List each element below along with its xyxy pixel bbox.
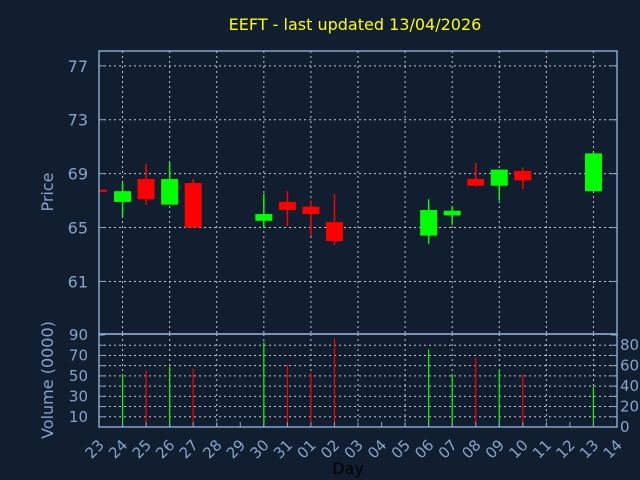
candle-body bbox=[443, 210, 461, 216]
volume-tick-label: 30 bbox=[69, 387, 88, 405]
x-axis-label: Day bbox=[332, 459, 364, 478]
volume-tick-label: 10 bbox=[69, 408, 88, 426]
x-tick-label: 31 bbox=[270, 436, 296, 462]
chart-title: EEFT - last updated 13/04/2026 bbox=[229, 15, 482, 34]
y-tick-label: 73 bbox=[68, 111, 88, 130]
candle-body bbox=[137, 179, 155, 200]
x-tick-label: 29 bbox=[223, 436, 249, 462]
volume-tick-label: 50 bbox=[69, 367, 88, 385]
volume-tick-label: 40 bbox=[620, 377, 639, 395]
candle-body bbox=[184, 183, 202, 228]
candle-body bbox=[255, 214, 273, 221]
x-tick-label: 11 bbox=[529, 436, 555, 462]
candle-body bbox=[514, 170, 532, 181]
candle-body bbox=[302, 206, 320, 215]
x-tick-label: 24 bbox=[105, 436, 131, 462]
volume-tick-label: 20 bbox=[620, 398, 639, 416]
candle-body bbox=[325, 222, 343, 242]
x-tick-label: 05 bbox=[388, 436, 414, 462]
x-tick-label: 25 bbox=[129, 436, 155, 462]
candle-body bbox=[99, 189, 107, 192]
y-axis-label: Price bbox=[38, 172, 57, 211]
volume-axis-label: Volume (0000) bbox=[38, 321, 57, 439]
x-tick-label: 07 bbox=[435, 436, 461, 462]
x-tick-label: 04 bbox=[364, 436, 390, 462]
y-tick-label: 77 bbox=[68, 57, 88, 76]
volume-tick-label: 60 bbox=[620, 357, 639, 375]
grid bbox=[99, 51, 617, 427]
volume-bars bbox=[121, 338, 595, 427]
candle-body bbox=[161, 179, 179, 205]
candle-body bbox=[490, 169, 508, 186]
price-axis: 61 65 69 73 77 bbox=[68, 57, 617, 291]
volume-tick-label: 90 bbox=[69, 326, 88, 344]
x-tick-label: 10 bbox=[505, 436, 531, 462]
x-tick-label: 26 bbox=[152, 436, 178, 462]
volume-tick-label: 80 bbox=[620, 336, 639, 354]
x-tick-label: 09 bbox=[482, 436, 508, 462]
volume-tick-label: 0 bbox=[620, 418, 630, 436]
x-tick-label: 06 bbox=[411, 436, 437, 462]
candle-body bbox=[278, 201, 296, 211]
candles bbox=[98, 152, 602, 246]
candle-body bbox=[420, 210, 438, 236]
x-tick-label: 13 bbox=[576, 436, 602, 462]
x-tick-label: 12 bbox=[553, 436, 579, 462]
x-tick-label: 28 bbox=[199, 436, 225, 462]
x-axis: 2324252627282930310102030405060708091011… bbox=[82, 422, 626, 462]
x-tick-label: 27 bbox=[176, 436, 202, 462]
candle-body bbox=[584, 153, 602, 192]
volume-tick-label: 70 bbox=[69, 346, 88, 364]
x-tick-label: 14 bbox=[600, 436, 626, 462]
volume-axis: 0 10 20 30 40 50 60 70 80 90 bbox=[69, 326, 639, 436]
x-tick-label: 01 bbox=[294, 436, 320, 462]
candle-body bbox=[114, 191, 132, 202]
y-tick-label: 69 bbox=[68, 165, 88, 184]
x-tick-label: 23 bbox=[82, 436, 108, 462]
y-tick-label: 65 bbox=[68, 219, 88, 238]
candle-body bbox=[467, 179, 485, 186]
x-tick-label: 08 bbox=[458, 436, 484, 462]
y-tick-label: 61 bbox=[68, 272, 88, 291]
x-tick-label: 30 bbox=[246, 436, 272, 462]
